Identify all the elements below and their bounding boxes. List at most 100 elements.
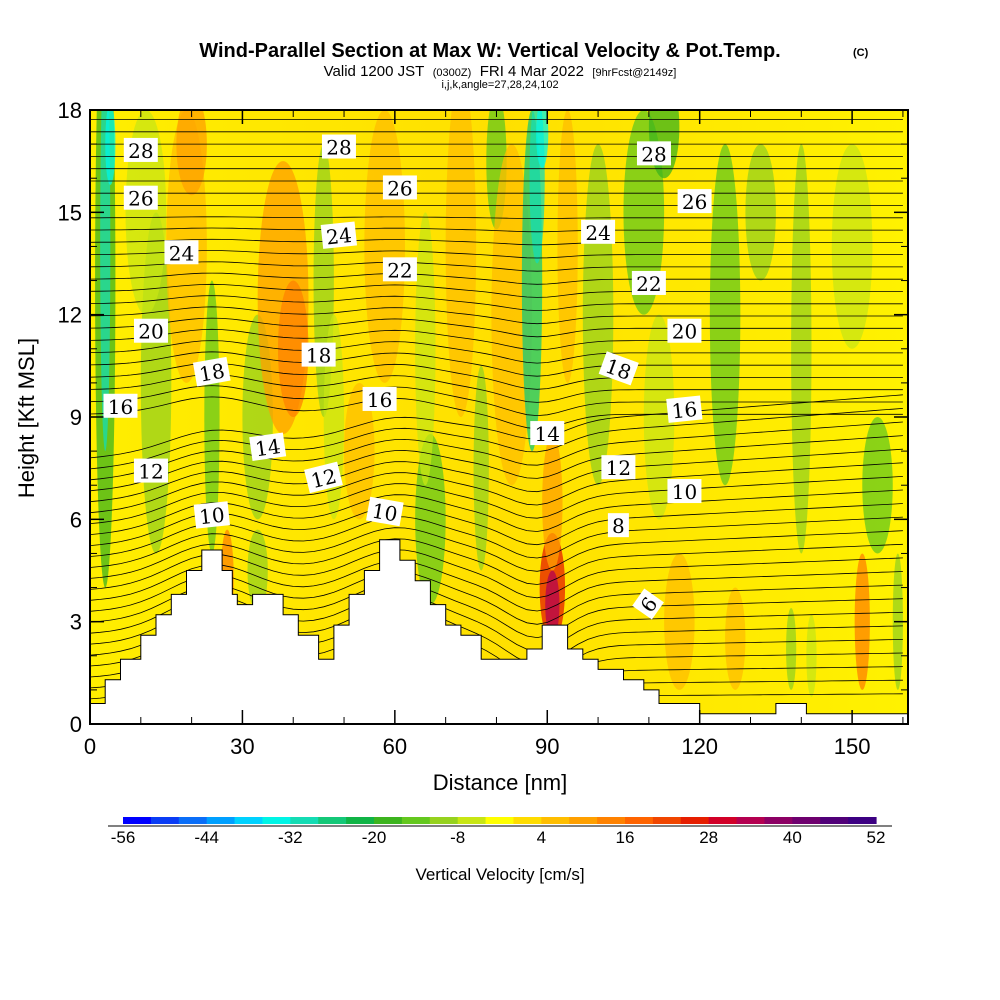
contour-label-box [366,496,404,527]
colorbar-tick-label: -32 [278,828,303,847]
contour-label-box [123,185,158,210]
velocity-feature [745,144,776,281]
y-tick-label: 15 [58,200,82,225]
x-tick-label: 60 [383,734,407,759]
contour-label-box [598,351,639,386]
colorbar-swatch [374,817,403,824]
contour-label-box [164,240,199,265]
contour-label: 12 [601,455,636,480]
velocity-feature [557,110,578,383]
y-axis-label: Height [Kft MSL] [14,338,39,498]
contour-label-text: 22 [387,258,412,282]
colorbar-swatch [457,817,487,824]
grid-info: i,j,k,angle=27,28,24,102 [441,79,558,91]
x-tick-label: 120 [681,734,718,759]
contour-label-box [301,342,336,367]
theta-isentrope [90,238,903,246]
contour-label-text: 12 [606,456,631,480]
copyright-mark: (C) [853,47,869,59]
velocity-feature [415,212,436,486]
theta-isentrope [90,340,903,364]
contour-label-text: 16 [367,388,392,412]
contour-label-box [320,221,358,249]
contour-label: 16 [362,386,397,412]
velocity-feature [831,144,873,349]
contour-label-box [133,458,168,483]
contour-label-box [632,588,664,620]
theta-isentrope [90,448,903,503]
contour-label-box [123,137,158,162]
x-axis-ticks: 0 30 60 90 120 150 [84,110,904,759]
valid-time-line: Valid 1200 JST (0300Z) FRI 4 Mar 2022 [9… [324,63,677,80]
contour-label-box [677,189,712,214]
contour-label-box [581,219,616,244]
colorbar-swatch [708,817,738,824]
contour-label-box [382,175,417,200]
contour-label: 16 [666,395,703,423]
contour-label: 24 [320,221,358,249]
colorbar-swatch [764,817,793,824]
colorbar-swatch [736,817,766,824]
contour-label: 18 [301,342,336,368]
y-axis-ticks: 0 3 6 9 12 15 18 [58,98,908,737]
velocity-feature [854,553,870,690]
y-tick-label: 9 [70,405,82,430]
colorbar-swatch [680,817,710,824]
terrain-mask [90,539,908,724]
contour-label-text: 18 [197,359,226,387]
velocity-feature [806,614,817,697]
theta-isentrope [90,560,903,612]
theta-isentrope [90,538,903,585]
contour-label-text: 20 [138,320,163,344]
contour-label: 14 [530,421,565,446]
contour-label: 22 [382,257,417,282]
contour-label-box [666,395,703,423]
contour-label-box [382,257,417,282]
theta-isentrope [90,421,903,481]
theta-isentrope [90,462,903,514]
velocity-feature [709,144,741,486]
colorbar [108,817,892,827]
contour-label-box [249,432,287,461]
contour-label-text: 22 [636,272,661,296]
contour-label-box [667,318,702,343]
velocity-feature [100,110,111,452]
velocity-feature [791,144,812,554]
colorbar-swatch [820,817,849,824]
theta-isentrope [90,408,903,470]
theta-isentrope [90,394,903,459]
contour-label-text: 26 [387,176,412,200]
valid-prefix: Valid 1200 JST [324,63,425,80]
y-tick-label: 18 [58,98,82,123]
y-tick-label: 12 [58,303,82,328]
y-tick-label: 6 [70,507,82,532]
contour-label-text: 20 [672,320,697,344]
theta-isentrope [90,272,903,285]
contour-label: 26 [677,189,712,214]
plot-area [90,110,908,724]
contour-label: 16 [103,393,138,419]
colorbar-tick-label: -8 [450,828,465,847]
x-tick-label: 150 [834,734,871,759]
contour-label-text: 16 [108,395,133,419]
contour-label-box [304,461,343,494]
contour-label-box [667,479,702,504]
contour-label: 10 [366,496,404,527]
velocity-feature [491,144,533,486]
contour-label-text: 12 [308,464,339,493]
theta-isentrope [90,328,903,351]
theta-isentrope [90,317,903,338]
colorbar-swatch [625,817,654,824]
theta-isentrope [90,435,903,492]
theta-isentrope [90,227,903,233]
colorbar-tick-labels: -56 -44 -32 -20 -8 4 16 28 40 52 [111,828,886,847]
theta-isentrope [90,306,903,325]
x-tick-label: 90 [535,734,559,759]
contour-label-text: 24 [169,241,194,265]
velocity-feature [105,110,116,186]
colorbar-swatch [262,817,291,824]
theta-isentrope [90,351,903,377]
theta-isentrope [90,261,903,272]
contour-label-text: 18 [306,344,331,368]
contour-label: 24 [581,219,616,245]
